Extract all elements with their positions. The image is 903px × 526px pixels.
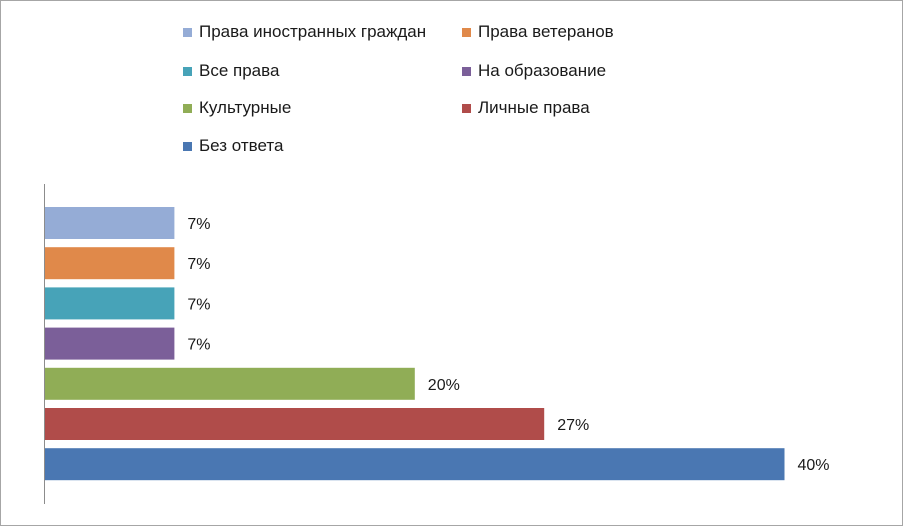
legend-swatch xyxy=(183,141,192,151)
legend-item-education: На образование xyxy=(462,60,606,82)
legend-item-cultural: Культурные xyxy=(183,97,291,119)
bar-7 xyxy=(45,448,785,481)
legend-label: На образование xyxy=(478,61,607,80)
legend-swatch xyxy=(183,27,192,37)
data-label-6: 27% xyxy=(557,417,589,434)
legend-label: Культурные xyxy=(199,98,292,117)
legend-label: Личные права xyxy=(478,98,590,117)
bars-group xyxy=(45,207,785,481)
legend-label: Все права xyxy=(199,61,280,80)
data-label-7: 40% xyxy=(798,457,830,474)
legend-swatch xyxy=(462,66,471,76)
legend-swatch xyxy=(183,103,192,113)
bar-6 xyxy=(45,408,545,440)
bar-3 xyxy=(45,287,175,320)
data-label-1: 7% xyxy=(187,216,210,233)
legend-swatch xyxy=(462,103,471,113)
data-label-4: 7% xyxy=(187,337,210,354)
legend: Права иностранных граждан Права ветерано… xyxy=(183,21,653,161)
legend-label: Без ответа xyxy=(199,136,284,155)
data-label-5: 20% xyxy=(428,377,460,394)
bar-2 xyxy=(45,247,175,280)
legend-item-veterans-rights: Права ветеранов xyxy=(462,21,614,43)
legend-item-foreign-citizens-rights: Права иностранных граждан xyxy=(183,21,426,43)
legend-item-personal-rights: Личные права xyxy=(462,97,590,119)
legend-item-all-rights: Все права xyxy=(183,60,279,82)
bar-4 xyxy=(45,327,175,360)
data-label-3: 7% xyxy=(187,296,210,313)
legend-label: Права иностранных граждан xyxy=(199,22,427,41)
legend-swatch xyxy=(462,27,471,37)
bar-1 xyxy=(45,207,175,239)
data-label-2: 7% xyxy=(187,256,210,273)
legend-item-no-answer: Без ответа xyxy=(183,135,283,157)
legend-label: Права ветеранов xyxy=(478,22,614,41)
bar-5 xyxy=(45,367,415,400)
data-labels-group: 7% 7% 7% 7% 20% 27% 40% xyxy=(187,216,829,474)
legend-swatch xyxy=(183,66,192,76)
